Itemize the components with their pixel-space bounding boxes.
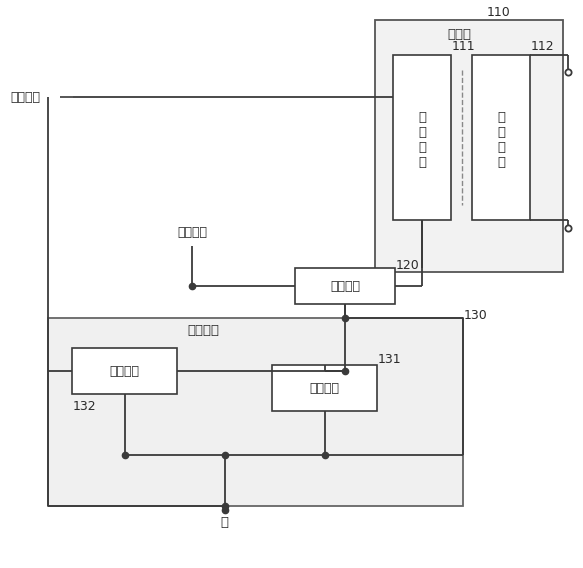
Bar (472, 55, 530, 220)
Text: 圈: 圈 (418, 156, 426, 169)
Text: 地: 地 (220, 516, 229, 528)
Text: 次: 次 (497, 111, 505, 124)
Text: 限流开关: 限流开关 (110, 365, 139, 378)
Bar (393, 55, 451, 220)
Text: 130: 130 (464, 308, 488, 321)
Text: 131: 131 (378, 353, 402, 365)
Text: 线: 线 (418, 141, 426, 154)
Text: 振荡开关: 振荡开关 (330, 279, 360, 293)
Text: 初: 初 (418, 111, 426, 124)
Text: 电源正极: 电源正极 (10, 90, 40, 103)
Bar (295, 268, 395, 304)
Text: 圈: 圈 (497, 156, 505, 169)
Bar (48, 318, 463, 506)
Text: 级: 级 (497, 126, 505, 139)
Text: 限流电阻: 限流电阻 (310, 382, 339, 395)
Text: 112: 112 (531, 40, 554, 52)
Text: 110: 110 (487, 6, 511, 19)
Bar (272, 365, 377, 411)
Text: 变压器: 变压器 (447, 27, 471, 40)
Text: 级: 级 (418, 126, 426, 139)
Text: 111: 111 (452, 40, 476, 52)
Text: 120: 120 (396, 258, 420, 272)
Text: 线: 线 (497, 141, 505, 154)
Bar (375, 20, 563, 272)
Text: 132: 132 (72, 399, 96, 412)
Bar (72, 348, 177, 394)
Text: 脉冲电压: 脉冲电压 (177, 226, 207, 239)
Text: 限流模块: 限流模块 (187, 324, 219, 336)
